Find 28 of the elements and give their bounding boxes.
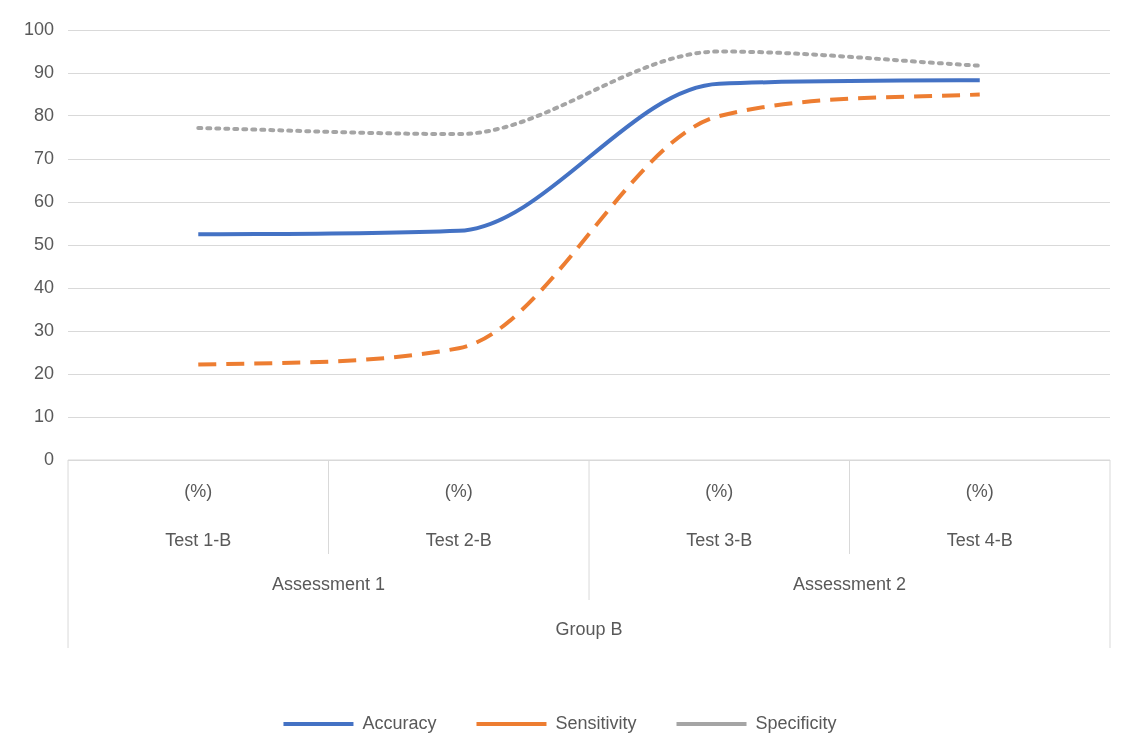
- y-tick-label: 90: [34, 61, 55, 82]
- text: (%): [444, 480, 473, 501]
- y-tick-label: 80: [34, 104, 55, 125]
- text: Assessment 2: [792, 573, 907, 594]
- y-tick-label: 0: [44, 448, 55, 469]
- x-tick-label: Test 4-B: [946, 529, 1013, 550]
- x-axis-title: Group B: [555, 618, 623, 639]
- y-tick-label: 40: [34, 276, 55, 297]
- line-series: [196, 49, 982, 137]
- x-tick-label: Test 1-B: [165, 529, 232, 550]
- legend-label: Specificity: [755, 712, 837, 733]
- y-tick-label: 60: [34, 190, 55, 211]
- line-series: [196, 92, 982, 367]
- text: (%): [184, 480, 213, 501]
- y-tick-label: 30: [34, 319, 55, 340]
- y-tick-label: 70: [34, 147, 55, 168]
- text: Assessment 1: [272, 573, 386, 594]
- x-tick-label: Test 3-B: [686, 529, 753, 550]
- line-series: [196, 78, 982, 237]
- y-tick-label: 10: [34, 405, 55, 426]
- y-tick-label: 50: [34, 233, 55, 254]
- text: (%): [965, 480, 994, 501]
- x-tick-label: Test 2-B: [425, 529, 492, 550]
- legend-label: Sensitivity: [555, 712, 637, 733]
- y-tick-label: 20: [34, 362, 55, 383]
- legend-label: Accuracy: [362, 712, 437, 733]
- y-tick-label: 100: [23, 18, 55, 39]
- text: (%): [705, 480, 734, 501]
